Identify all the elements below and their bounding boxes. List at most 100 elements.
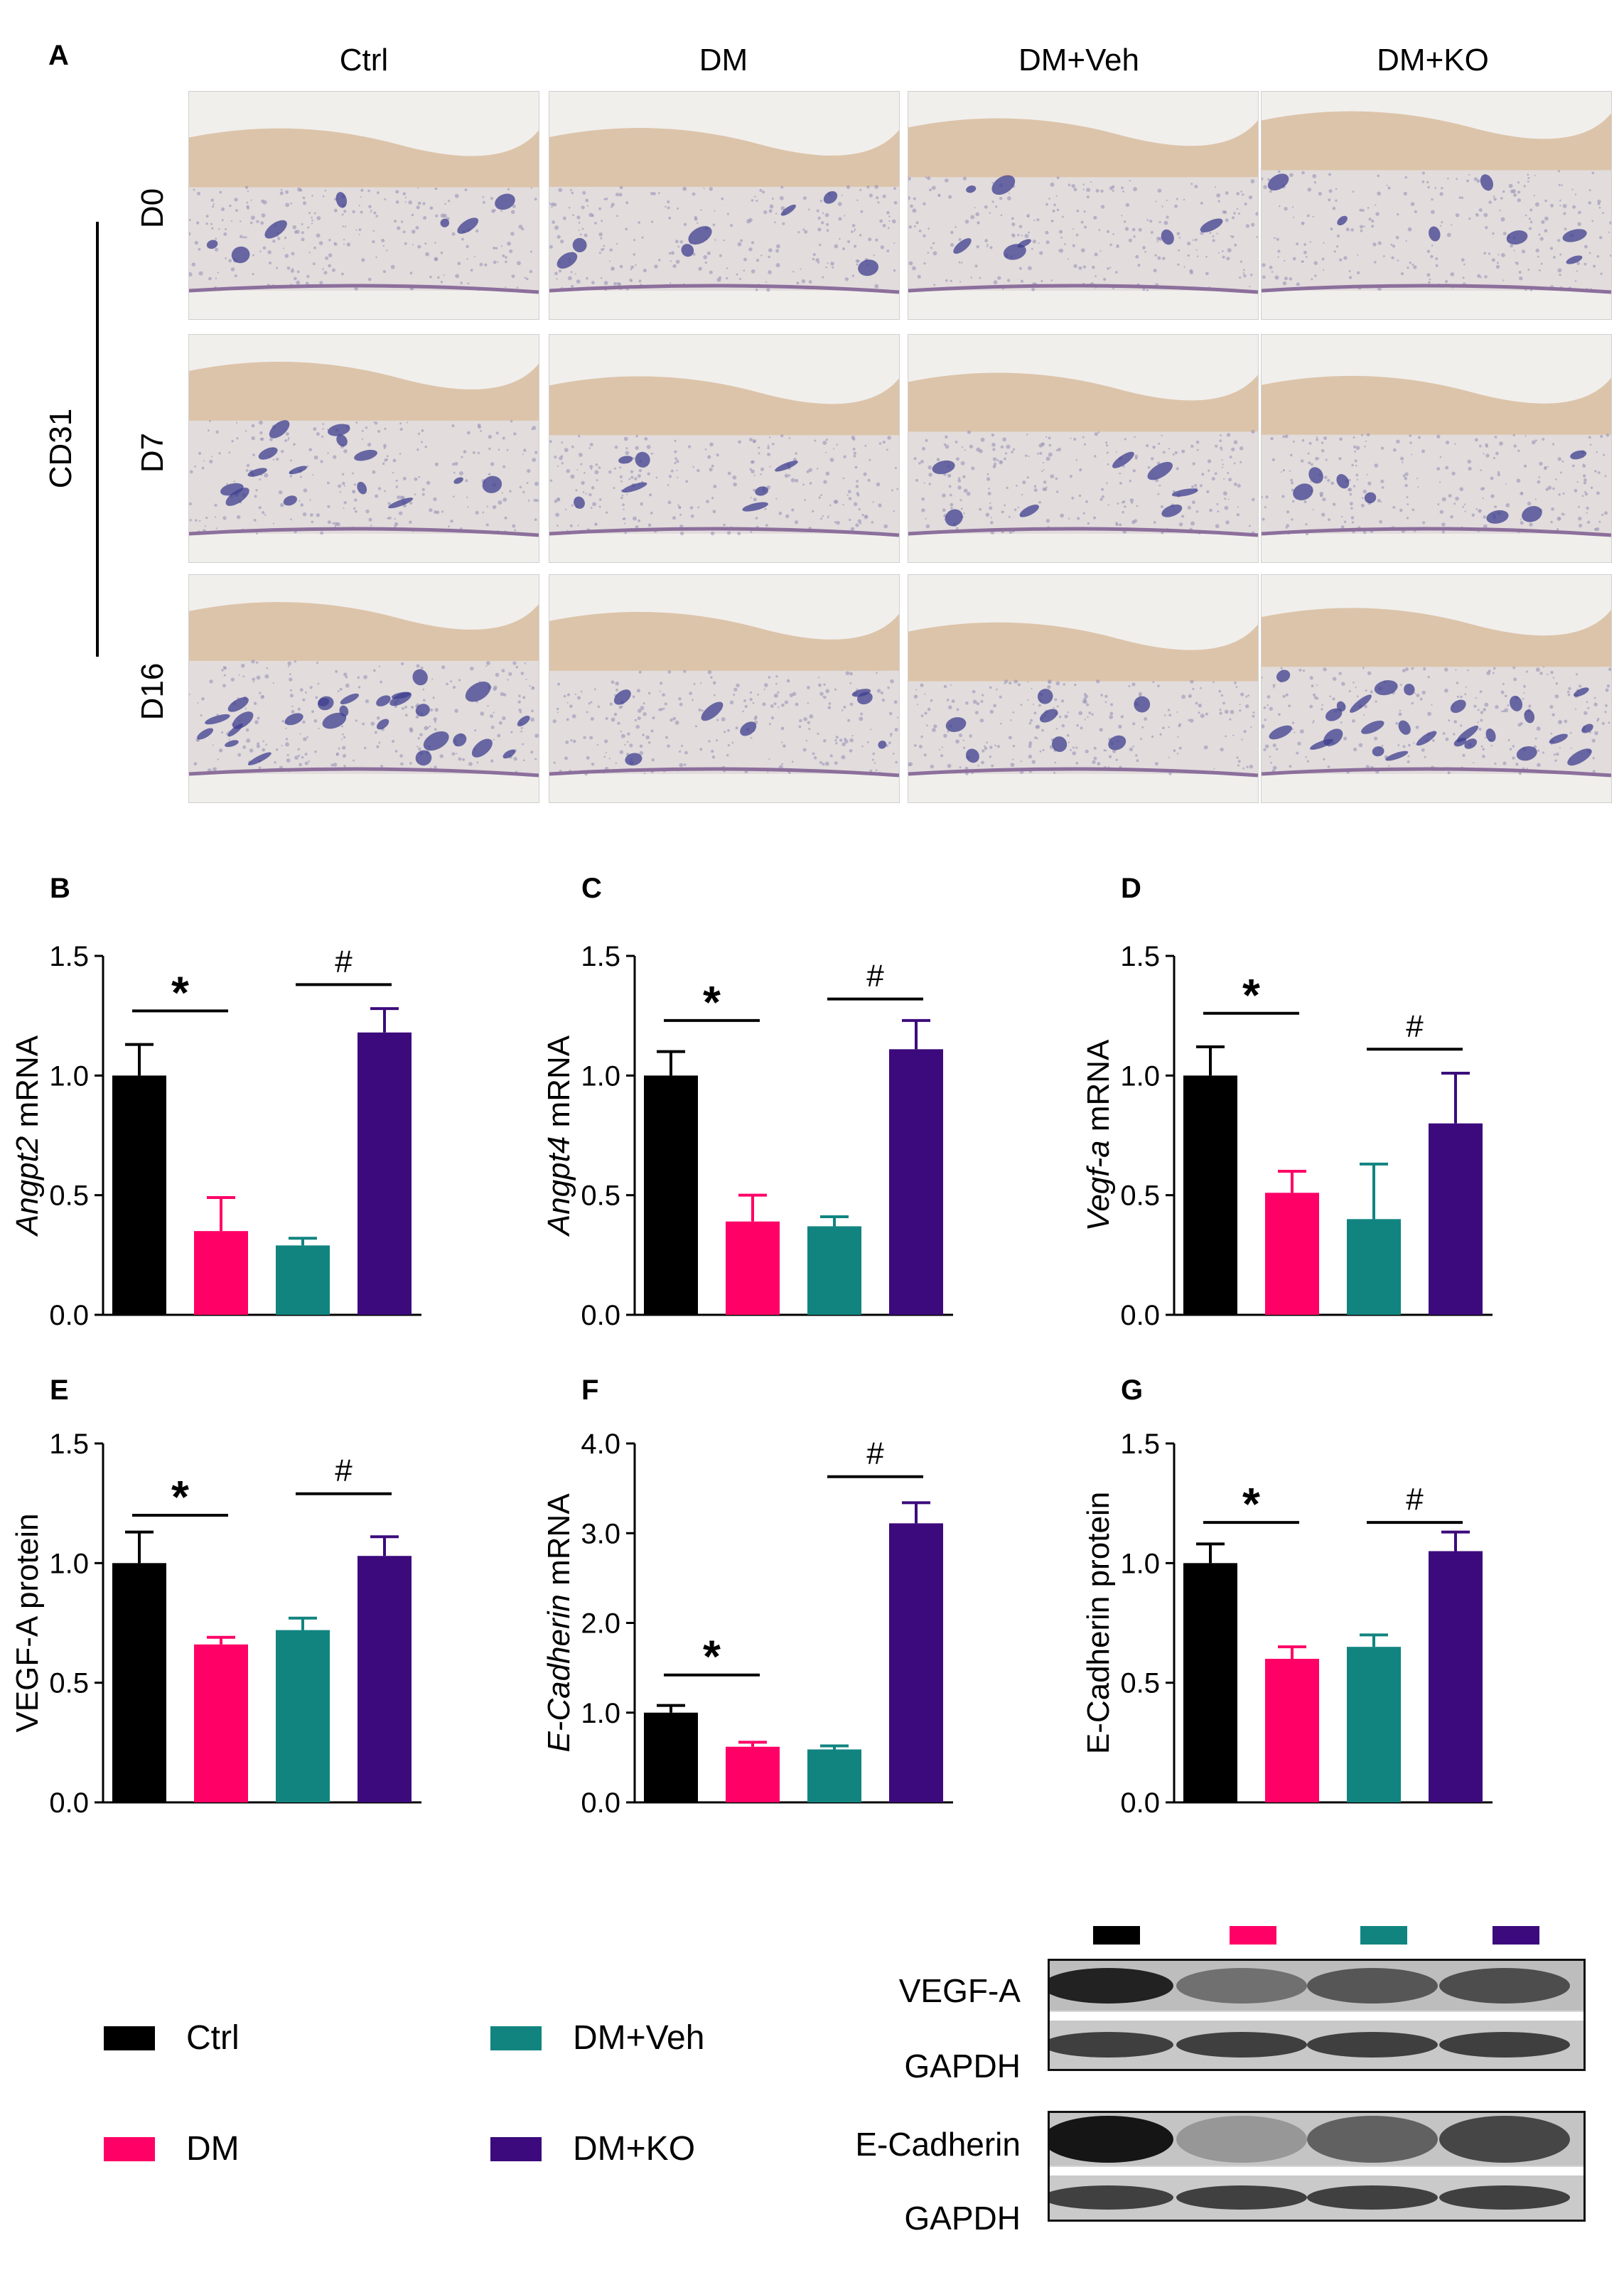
panel-label-e: E (50, 1375, 69, 1406)
bar (1429, 1551, 1483, 1802)
y-axis-label: VEGF-A protein (10, 1513, 45, 1732)
y-tick-label: 1.5 (49, 1429, 89, 1460)
y-tick-label: 3.0 (581, 1518, 620, 1549)
bar (644, 1075, 698, 1315)
significance-mark: # (335, 944, 353, 979)
legend-item-dm-ko: DM+KO (490, 2129, 695, 2168)
tissue-image (908, 92, 1258, 319)
bar (112, 1563, 166, 1802)
blot-band (1050, 2185, 1173, 2210)
micrograph-tile (549, 574, 900, 803)
bar (807, 1749, 861, 1802)
bar (1265, 1659, 1319, 1802)
micrograph-tile (908, 91, 1259, 320)
micrograph-tile (908, 574, 1259, 803)
significance-mark: * (703, 977, 721, 1028)
column-header-dm: DM (699, 43, 748, 77)
bar (807, 1226, 861, 1315)
legend-item-ctrl: Ctrl (104, 2018, 240, 2058)
y-tick-label: 1.0 (1120, 1548, 1160, 1579)
blot-label-vegf-a: VEGF-A (898, 1972, 1021, 2009)
blot-band (1050, 2116, 1173, 2163)
bar (1347, 1219, 1401, 1315)
blot-band (1307, 2185, 1438, 2210)
chart-e-cadherin-protein: 0.0 0.5 1.0 1.5 E-Cadherin protein * # (1081, 1429, 1493, 1819)
lane-marker (1093, 1926, 1140, 1945)
legend-item-dm: DM (104, 2129, 240, 2168)
legend-label: DM (186, 2130, 240, 2168)
significance-mark: # (335, 1453, 353, 1488)
stain-bracket-line (96, 222, 99, 657)
tissue-image (908, 575, 1258, 802)
legend-swatch-ctrl (104, 2026, 155, 2050)
bar (194, 1644, 248, 1802)
tissue-image (189, 335, 539, 562)
bar (1265, 1193, 1319, 1315)
blot-band (1176, 2032, 1307, 2058)
bar (1183, 1075, 1237, 1315)
significance-mark: # (866, 959, 884, 994)
micrograph-tile (549, 334, 900, 563)
significance-mark: # (1406, 1482, 1424, 1517)
y-tick-label: 1.5 (581, 941, 620, 972)
blot-band (1050, 1968, 1173, 2004)
chart-vegf-a-mrna: 0.0 0.5 1.0 1.5 Vegf-a mRNA * # (1081, 941, 1493, 1331)
tissue-image (549, 335, 899, 562)
y-tick-label: 0.5 (1120, 1668, 1160, 1699)
blot-band (1307, 2116, 1438, 2163)
bar (644, 1712, 698, 1802)
significance-mark: * (171, 1471, 189, 1522)
bar (726, 1221, 780, 1315)
tissue-image (189, 575, 539, 802)
legend-label: Ctrl (186, 2019, 240, 2057)
y-tick-label: 0.5 (49, 1180, 89, 1212)
micrograph-tile (1261, 91, 1612, 320)
y-tick-label: 0.0 (49, 1300, 89, 1331)
stain-label-cd31: CD31 (43, 408, 78, 489)
panel-label-b: B (50, 873, 70, 904)
bar (726, 1746, 780, 1802)
micrograph-tile (188, 91, 539, 320)
y-tick-label: 1.5 (49, 941, 89, 972)
row-label-d7: D7 (135, 432, 170, 473)
tissue-image (908, 335, 1258, 562)
blot-band (1439, 2116, 1570, 2163)
lane-marker (1360, 1926, 1407, 1945)
micrograph-tile (908, 334, 1259, 563)
blot-label-gapdh-2: GAPDH (904, 2200, 1021, 2237)
lane-marker (1493, 1926, 1539, 1945)
micrograph-tile (188, 334, 539, 563)
y-axis-label: E-Cadherin mRNA (542, 1493, 576, 1753)
tissue-image (189, 92, 539, 319)
row-label-d0: D0 (135, 188, 170, 229)
y-tick-label: 0.5 (49, 1668, 89, 1699)
significance-mark: * (171, 967, 189, 1018)
bar (889, 1049, 943, 1315)
tissue-image (549, 575, 899, 802)
panel-label-g: G (1121, 1375, 1144, 1406)
y-axis-label: E-Cadherin protein (1081, 1492, 1116, 1754)
bar (1429, 1123, 1483, 1315)
y-tick-label: 0.0 (581, 1787, 620, 1819)
bar (1183, 1563, 1237, 1802)
tissue-image (1262, 335, 1611, 562)
blot-band (1176, 1968, 1307, 2004)
blot-band (1439, 1968, 1570, 2004)
y-tick-label: 0.0 (49, 1787, 89, 1819)
y-tick-label: 1.0 (581, 1698, 620, 1729)
significance-mark: * (1242, 969, 1260, 1021)
blot-band (1439, 2032, 1570, 2058)
bar (357, 1556, 412, 1802)
bar (1347, 1647, 1401, 1802)
row-label-d16: D16 (135, 662, 170, 721)
tissue-image (1262, 575, 1611, 802)
bar (889, 1523, 943, 1802)
y-tick-label: 1.0 (49, 1060, 89, 1092)
y-axis-label: Angpt4 mRNA (542, 1035, 576, 1237)
micrograph-tile (1261, 334, 1612, 563)
bar (276, 1630, 330, 1802)
blot-band (1307, 2032, 1438, 2058)
legend-label: DM+KO (573, 2130, 696, 2168)
chart-vegf-a-protein: 0.0 0.5 1.0 1.5 VEGF-A protein * # (10, 1429, 421, 1819)
blot-frame-top (1048, 1959, 1586, 2071)
